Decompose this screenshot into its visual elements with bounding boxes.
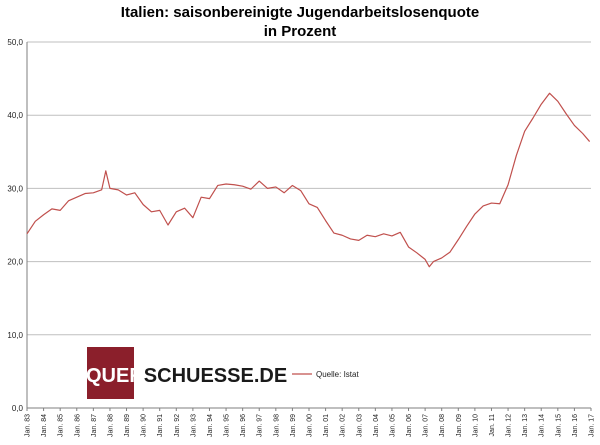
- x-tick-label: Jan. 12: [506, 414, 513, 437]
- x-tick-label: Jan. 86: [74, 414, 81, 437]
- chart-subtitle: in Prozent: [263, 23, 337, 40]
- y-tick-label: 40,0: [7, 111, 23, 120]
- x-tick-label: Jan. 87: [91, 414, 98, 437]
- x-tick-label: Jan. 14: [539, 414, 546, 437]
- x-tick-label: Jan. 04: [373, 414, 380, 437]
- x-tick-label: Jan. 05: [389, 414, 396, 437]
- x-tick-label: Jan. 09: [456, 414, 463, 437]
- x-tick-label: Jan. 10: [472, 414, 479, 437]
- x-tick-label: Jan. 15: [555, 414, 562, 437]
- x-tick-label: Jan. 11: [489, 414, 496, 437]
- legend-label: Quelle: Istat: [316, 370, 359, 379]
- x-tick-label: Jan. 97: [257, 414, 264, 437]
- x-tick-label: Jan. 93: [190, 414, 197, 437]
- series-layer: [26, 92, 591, 268]
- x-tick-label: Jan. 89: [124, 414, 131, 437]
- y-tick-label: 50,0: [7, 38, 23, 47]
- x-axis: Jan. 83 Jan. 84 Jan. 85 Jan. 86 Jan. 87 Jan. …: [25, 408, 596, 437]
- x-tick-label: Jan. 90: [141, 414, 148, 437]
- y-tick-label: 0,0: [12, 404, 24, 413]
- y-tick-label: 30,0: [7, 184, 23, 193]
- chart-title: Italien: saisonbereinigte Jugendarbeitsl…: [120, 4, 480, 21]
- x-tick-label: Jan. 07: [423, 414, 430, 437]
- x-tick-label: Jan. 96: [240, 414, 247, 437]
- y-axis: 0,0 10,0 20,0 30,0 40,0 50,0: [7, 38, 28, 413]
- x-tick-label: Jan. 94: [207, 414, 214, 437]
- x-tick-label: Jan. 88: [107, 414, 114, 437]
- x-tick-label: Jan. 92: [174, 414, 181, 437]
- x-tick-label: Jan. 91: [157, 414, 164, 437]
- legend: Quelle: Istat: [292, 370, 359, 379]
- x-tick-label: Jan. 85: [58, 414, 65, 437]
- logo-text: QUERSCHUESSE.DE: [86, 365, 287, 387]
- x-tick-label: Jan. 98: [273, 414, 280, 437]
- x-tick-label: Jan. 84: [41, 414, 48, 437]
- x-tick-label: Jan. 95: [224, 414, 231, 437]
- y-tick-label: 20,0: [7, 258, 23, 267]
- y-tick-label: 10,0: [7, 331, 23, 340]
- x-tick-label: Jan. 13: [522, 414, 529, 437]
- series-line: [26, 92, 591, 268]
- x-tick-label: Jan. 06: [406, 414, 413, 437]
- x-tick-label: Jan. 02: [340, 414, 347, 437]
- x-tick-label: Jan. 08: [439, 414, 446, 437]
- x-tick-label: Jan. 03: [356, 414, 363, 437]
- x-tick-label: Jan. 17: [589, 414, 596, 437]
- x-tick-label: Jan. 01: [323, 414, 330, 437]
- x-tick-label: Jan. 00: [307, 414, 314, 437]
- querschuesse-logo: QUERSCHUESSE.DE: [86, 347, 287, 399]
- x-tick-label: Jan. 99: [290, 414, 297, 437]
- x-tick-label: Jan. 16: [572, 414, 579, 437]
- logo-square: [87, 347, 134, 399]
- x-tick-label: Jan. 83: [25, 414, 32, 437]
